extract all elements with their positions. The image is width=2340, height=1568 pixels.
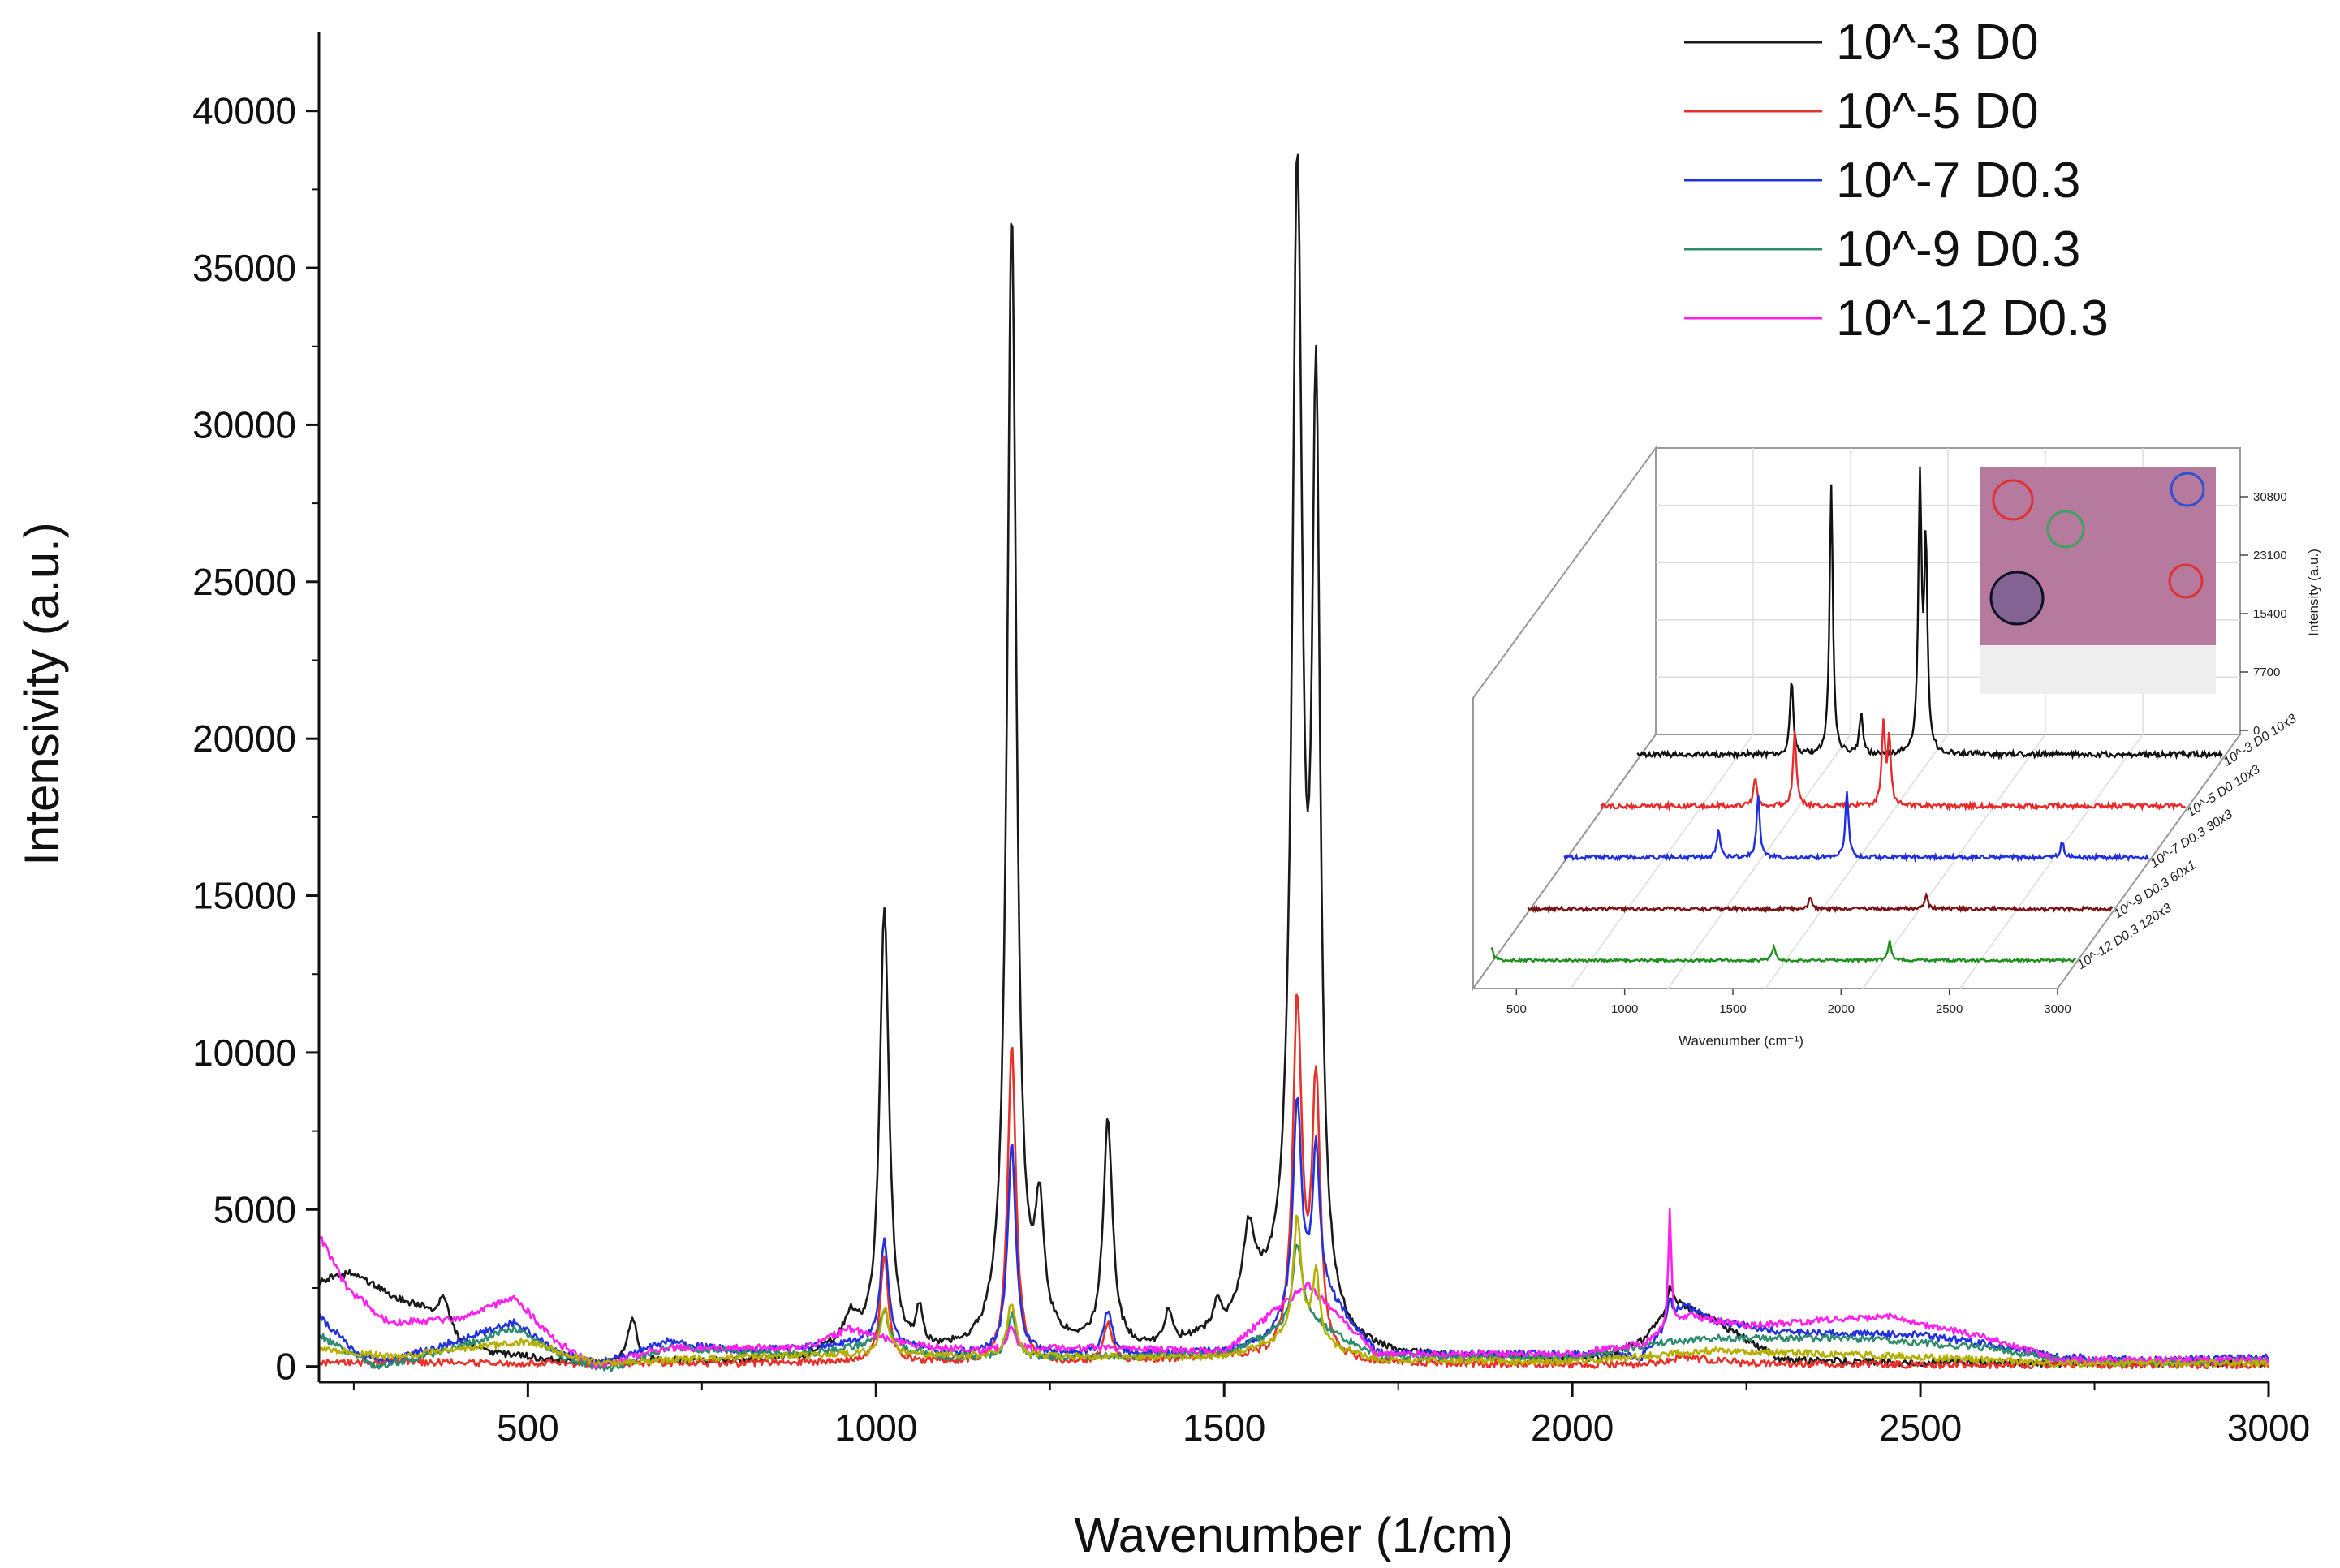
x-tick-label: 500 — [497, 1406, 559, 1449]
y-tick-label: 25000 — [192, 561, 296, 603]
inset-series-line-0 — [1636, 467, 2223, 760]
y-tick-label: 15000 — [192, 875, 296, 917]
y-tick-label: 5000 — [213, 1188, 296, 1230]
inset-x-tick-label: 3000 — [2044, 1002, 2071, 1016]
photo-marker-circle — [2046, 510, 2085, 549]
legend: 10^-3 D0 10^-5 D0 10^-7 D0.3 10^-9 D0.3 10^-… — [1684, 15, 2109, 347]
legend-label: 10^-7 D0.3 — [1836, 153, 2080, 209]
legend-label: 10^-5 D0 — [1836, 84, 2039, 140]
y-tick-label: 10000 — [192, 1032, 296, 1074]
x-axis-title: Wavenumber (1/cm) — [1074, 1508, 1513, 1562]
inset-series-line-3 — [1527, 891, 2114, 914]
y-ticks: 0 5000 10000 15000 20000 25000 30000 35000 40000 — [192, 90, 319, 1388]
legend-label: 10^-3 D0 — [1836, 15, 2039, 71]
inset-grid-line — [1765, 734, 1949, 989]
inset-sample-photo — [1980, 467, 2216, 694]
inset-grid-line — [1862, 734, 2046, 989]
x-tick-label: 3000 — [2227, 1406, 2310, 1449]
inset-x-tick-label: 1500 — [1719, 1002, 1746, 1016]
inset-series-line-4 — [1490, 940, 2076, 964]
photo-marker-circle — [2168, 563, 2204, 599]
inset-z-ticks: 0 7700 15400 23100 30800 — [2240, 490, 2287, 738]
x-tick-label: 1500 — [1183, 1406, 1265, 1449]
inset-z-tick-label: 30800 — [2253, 490, 2287, 504]
x-tick-label: 2000 — [1531, 1406, 1614, 1449]
series-group — [317, 153, 2270, 1372]
series-line-2 — [317, 1096, 2269, 1368]
inset-z-tick-label: 23100 — [2253, 549, 2287, 562]
photo-circles — [1989, 472, 2205, 626]
x-tick-label: 1000 — [834, 1406, 917, 1449]
y-tick-label: 30000 — [192, 403, 296, 446]
y-tick-label: 20000 — [192, 717, 296, 760]
main-chart: 0500010000150002000025000300003500040000… — [15, 15, 2310, 1562]
inset-x-axis-title: Wavenumber (cm⁻¹) — [1679, 1033, 1803, 1049]
photo-marker-circle — [2170, 472, 2205, 507]
inset-x-tick-label: 500 — [1506, 1002, 1527, 1016]
series-line-5 — [317, 1214, 2269, 1368]
inset-grid-line — [1959, 734, 2144, 989]
x-tick-label: 2500 — [1879, 1406, 1962, 1449]
y-tick-label: 40000 — [192, 90, 296, 132]
inset-series-line-1 — [1600, 718, 2187, 812]
y-tick-label: 35000 — [192, 247, 296, 289]
inset-x-tick-label: 2500 — [1936, 1002, 1963, 1016]
inset-z-tick-label: 15400 — [2253, 607, 2287, 621]
photo-marker-circle — [1989, 571, 2045, 626]
inset-y-axis-title: Intensity (a.u.) — [2306, 549, 2321, 636]
y-axis-title: Intensivity (a.u.) — [15, 522, 69, 866]
photo-marker-circle — [1992, 479, 2034, 521]
series-line-1 — [318, 993, 2270, 1370]
x-ticks: 500 1000 1500 2000 2500 3000 — [352, 1382, 2310, 1449]
legend-label: 10^-9 D0.3 — [1836, 222, 2080, 278]
inset-grid-line — [1667, 734, 1851, 989]
inset-x-tick-label: 1000 — [1611, 1002, 1638, 1016]
legend-label: 10^-12 D0.3 — [1836, 291, 2109, 347]
inset-x-ticks: 500 1000 1500 2000 2500 3000 — [1506, 989, 2071, 1016]
series-line-4 — [317, 1208, 2269, 1370]
inset-z-tick-label: 7700 — [2253, 666, 2280, 679]
y-tick-label: 0 — [275, 1346, 296, 1388]
inset-x-tick-label: 2000 — [1828, 1002, 1855, 1016]
inset-series-line-2 — [1563, 791, 2149, 864]
inset-grid-line — [1570, 734, 1754, 989]
photo-substrate-edge — [1980, 645, 2216, 694]
inset-z-tick-label: 0 — [2253, 724, 2260, 738]
